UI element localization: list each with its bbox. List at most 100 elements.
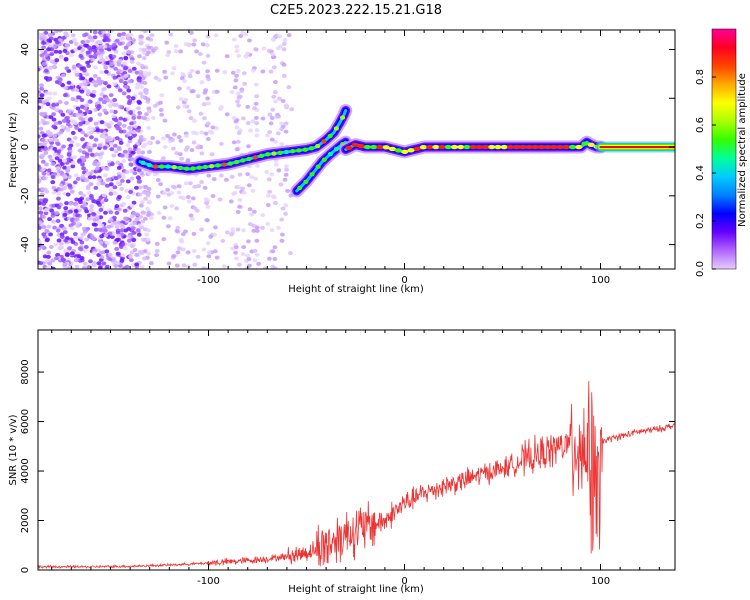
speckle-dot xyxy=(161,156,166,161)
speckle-dot xyxy=(188,213,194,218)
speckle-dot xyxy=(178,237,184,242)
speckle-dot xyxy=(38,239,42,244)
speckle-dot xyxy=(69,189,75,194)
speckle-dot xyxy=(40,40,46,45)
spectrogram-x-tick-label: -100 xyxy=(197,275,220,286)
speckle-dot xyxy=(117,41,123,46)
ridge-peak xyxy=(482,144,490,150)
speckle-dot xyxy=(247,38,252,43)
ridge-peak xyxy=(556,144,564,150)
speckle-dot xyxy=(82,82,88,87)
ridge-peak xyxy=(519,144,527,150)
speckle-dot xyxy=(39,192,45,197)
speckle-dot xyxy=(158,107,164,112)
speckle-dot xyxy=(88,54,94,59)
speckle-dot xyxy=(66,109,72,114)
speckle-dot xyxy=(137,192,143,197)
speckle-dot xyxy=(183,229,188,234)
speckle-dot xyxy=(145,206,151,211)
figure-title: C2E5.2023.222.15.21.G18 xyxy=(270,3,442,18)
speckle-dot xyxy=(85,60,91,65)
speckle-dot xyxy=(260,213,266,218)
speckle-dot xyxy=(271,94,277,99)
speckle-dot xyxy=(69,251,75,256)
speckle-dot xyxy=(64,66,70,71)
speckle-dot xyxy=(38,105,42,110)
speckle-dot xyxy=(277,34,283,39)
speckle-dot xyxy=(230,227,235,232)
speckle-dot xyxy=(218,173,224,178)
colorbar-tick-label: 0.0 xyxy=(695,261,706,277)
speckle-dot xyxy=(146,187,152,192)
speckle-dot xyxy=(38,99,42,104)
ridge-peak xyxy=(246,156,252,162)
speckle-dot xyxy=(54,79,60,84)
speckle-dot xyxy=(229,232,234,237)
speckle-dot xyxy=(80,40,86,45)
speckle-dot xyxy=(142,116,147,121)
speckle-dot xyxy=(80,162,85,167)
speckle-dot xyxy=(84,103,89,108)
speckle-dot xyxy=(96,220,102,225)
speckle-dot xyxy=(132,248,138,253)
speckle-dot xyxy=(131,130,137,135)
speckle-dot xyxy=(77,159,82,164)
speckle-dot xyxy=(62,48,68,53)
speckle-dot xyxy=(40,153,46,158)
speckle-dot xyxy=(206,173,212,178)
speckle-dot xyxy=(89,204,95,209)
speckle-dot xyxy=(51,185,57,190)
speckle-dot xyxy=(170,137,176,142)
speckle-dot xyxy=(195,70,201,75)
speckle-dot xyxy=(98,207,104,212)
speckle-dot xyxy=(254,252,260,257)
speckle-dot xyxy=(136,78,142,83)
speckle-dot xyxy=(253,82,259,87)
speckle-dot xyxy=(232,85,238,90)
speckle-dot xyxy=(155,178,161,183)
speckle-dot xyxy=(73,173,79,178)
speckle-dot xyxy=(88,207,94,212)
speckle-dot xyxy=(117,88,123,93)
speckle-dot xyxy=(44,68,49,73)
speckle-dot xyxy=(41,45,47,50)
speckle-dot xyxy=(60,124,65,129)
speckle-dot xyxy=(195,145,201,150)
speckle-dot xyxy=(73,47,79,52)
speckle-dot xyxy=(189,216,195,221)
speckle-dot xyxy=(130,214,135,219)
speckle-dot xyxy=(118,79,124,84)
speckle-dot xyxy=(204,218,210,223)
speckle-dot xyxy=(191,249,197,254)
speckle-dot xyxy=(102,44,108,49)
speckle-dot xyxy=(140,76,146,81)
speckle-dot xyxy=(86,142,92,147)
ridge-peak xyxy=(388,146,396,152)
speckle-dot xyxy=(139,264,145,269)
speckle-dot xyxy=(66,80,72,85)
speckle-dot xyxy=(85,186,91,191)
speckle-dot xyxy=(253,115,259,120)
speckle-dot xyxy=(115,251,121,256)
speckle-dot xyxy=(95,200,101,205)
speckle-dot xyxy=(212,232,218,237)
speckle-dot xyxy=(55,141,60,146)
speckle-dot xyxy=(119,178,125,183)
speckle-dot xyxy=(118,36,124,41)
speckle-dot xyxy=(139,84,144,89)
speckle-dot xyxy=(201,247,207,252)
speckle-dot xyxy=(126,95,132,100)
speckle-dot xyxy=(87,175,93,180)
speckle-dot xyxy=(56,196,61,201)
speckle-dot xyxy=(87,99,93,104)
speckle-dot xyxy=(63,206,69,211)
speckle-dot xyxy=(47,154,53,159)
speckle-dot xyxy=(194,49,199,54)
speckle-dot xyxy=(103,210,108,215)
speckle-dot xyxy=(126,41,132,46)
speckle-dot xyxy=(134,70,140,75)
speckle-dot xyxy=(136,115,142,120)
speckle-dot xyxy=(138,135,144,140)
speckle-dot xyxy=(105,177,111,182)
snr-x-tick-label: 0 xyxy=(401,576,407,587)
